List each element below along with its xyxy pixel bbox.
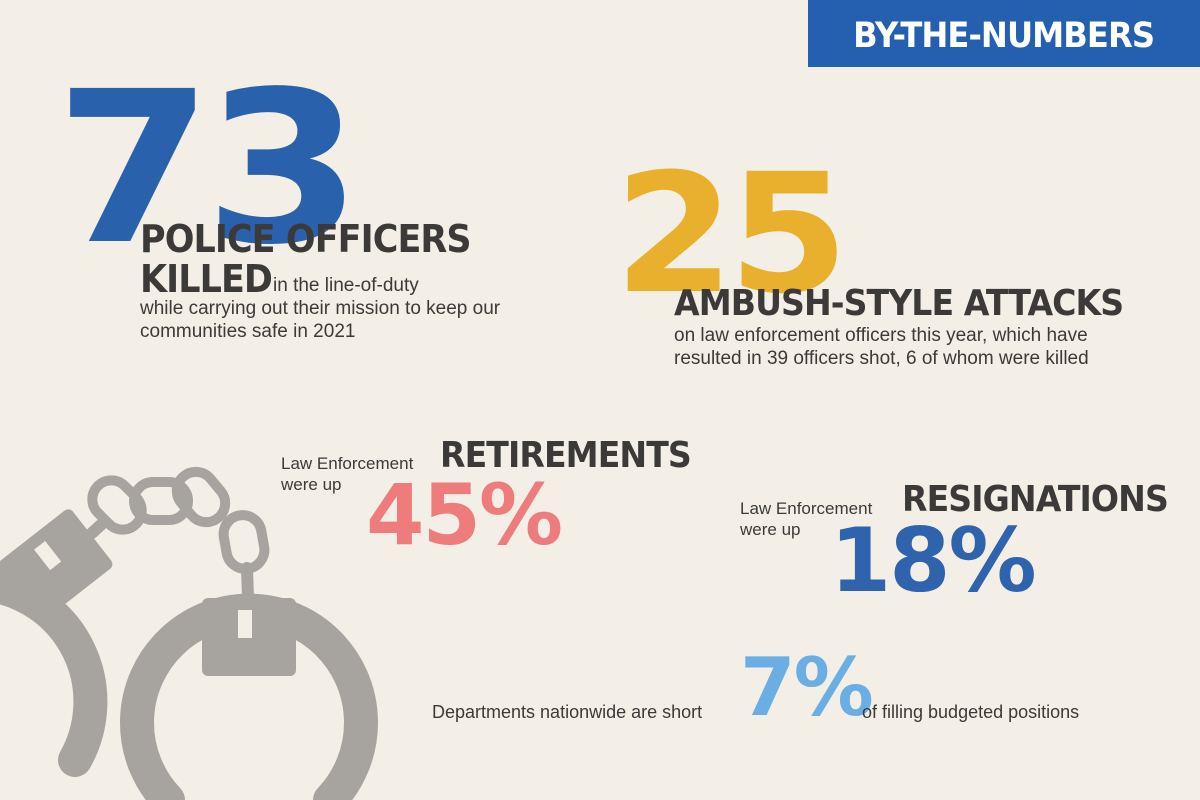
departments-value: 7% <box>740 641 874 734</box>
police-heading-line1: POLICE OFFICERS <box>140 217 472 261</box>
ambush-text: on law enforcement officers this year, w… <box>674 325 1089 369</box>
handcuffs-icon <box>0 466 378 800</box>
police-killed-number: 73 <box>55 46 362 291</box>
retirements-value: 45% <box>366 466 563 564</box>
resignations-heading: RESIGNATIONS <box>902 479 1169 520</box>
resignations-prefix-line2: were up <box>740 520 801 539</box>
resignations-value: 18% <box>830 509 1037 612</box>
departments-text-after: of filling budgeted positions <box>862 702 1080 722</box>
banner-title: BY-THE-NUMBERS <box>853 15 1155 56</box>
ambush-heading: AMBUSH-STYLE ATTACKS <box>674 283 1124 324</box>
title-banner: BY-THE-NUMBERS <box>808 0 1200 67</box>
police-text-inline: in the line-of-duty <box>273 275 419 296</box>
departments-text-before: Departments nationwide are short <box>432 702 703 722</box>
retirements-prefix-line2: were up <box>281 475 342 494</box>
retirements-heading: RETIREMENTS <box>440 435 692 476</box>
police-heading-line2: KILLED <box>140 257 273 301</box>
retirements-prefix-line1: Law Enforcement <box>281 454 414 473</box>
resignations-prefix-line1: Law Enforcement <box>740 499 873 518</box>
police-text: while carrying out their mission to keep… <box>140 298 501 342</box>
ambush-attacks-number: 25 <box>614 138 849 330</box>
